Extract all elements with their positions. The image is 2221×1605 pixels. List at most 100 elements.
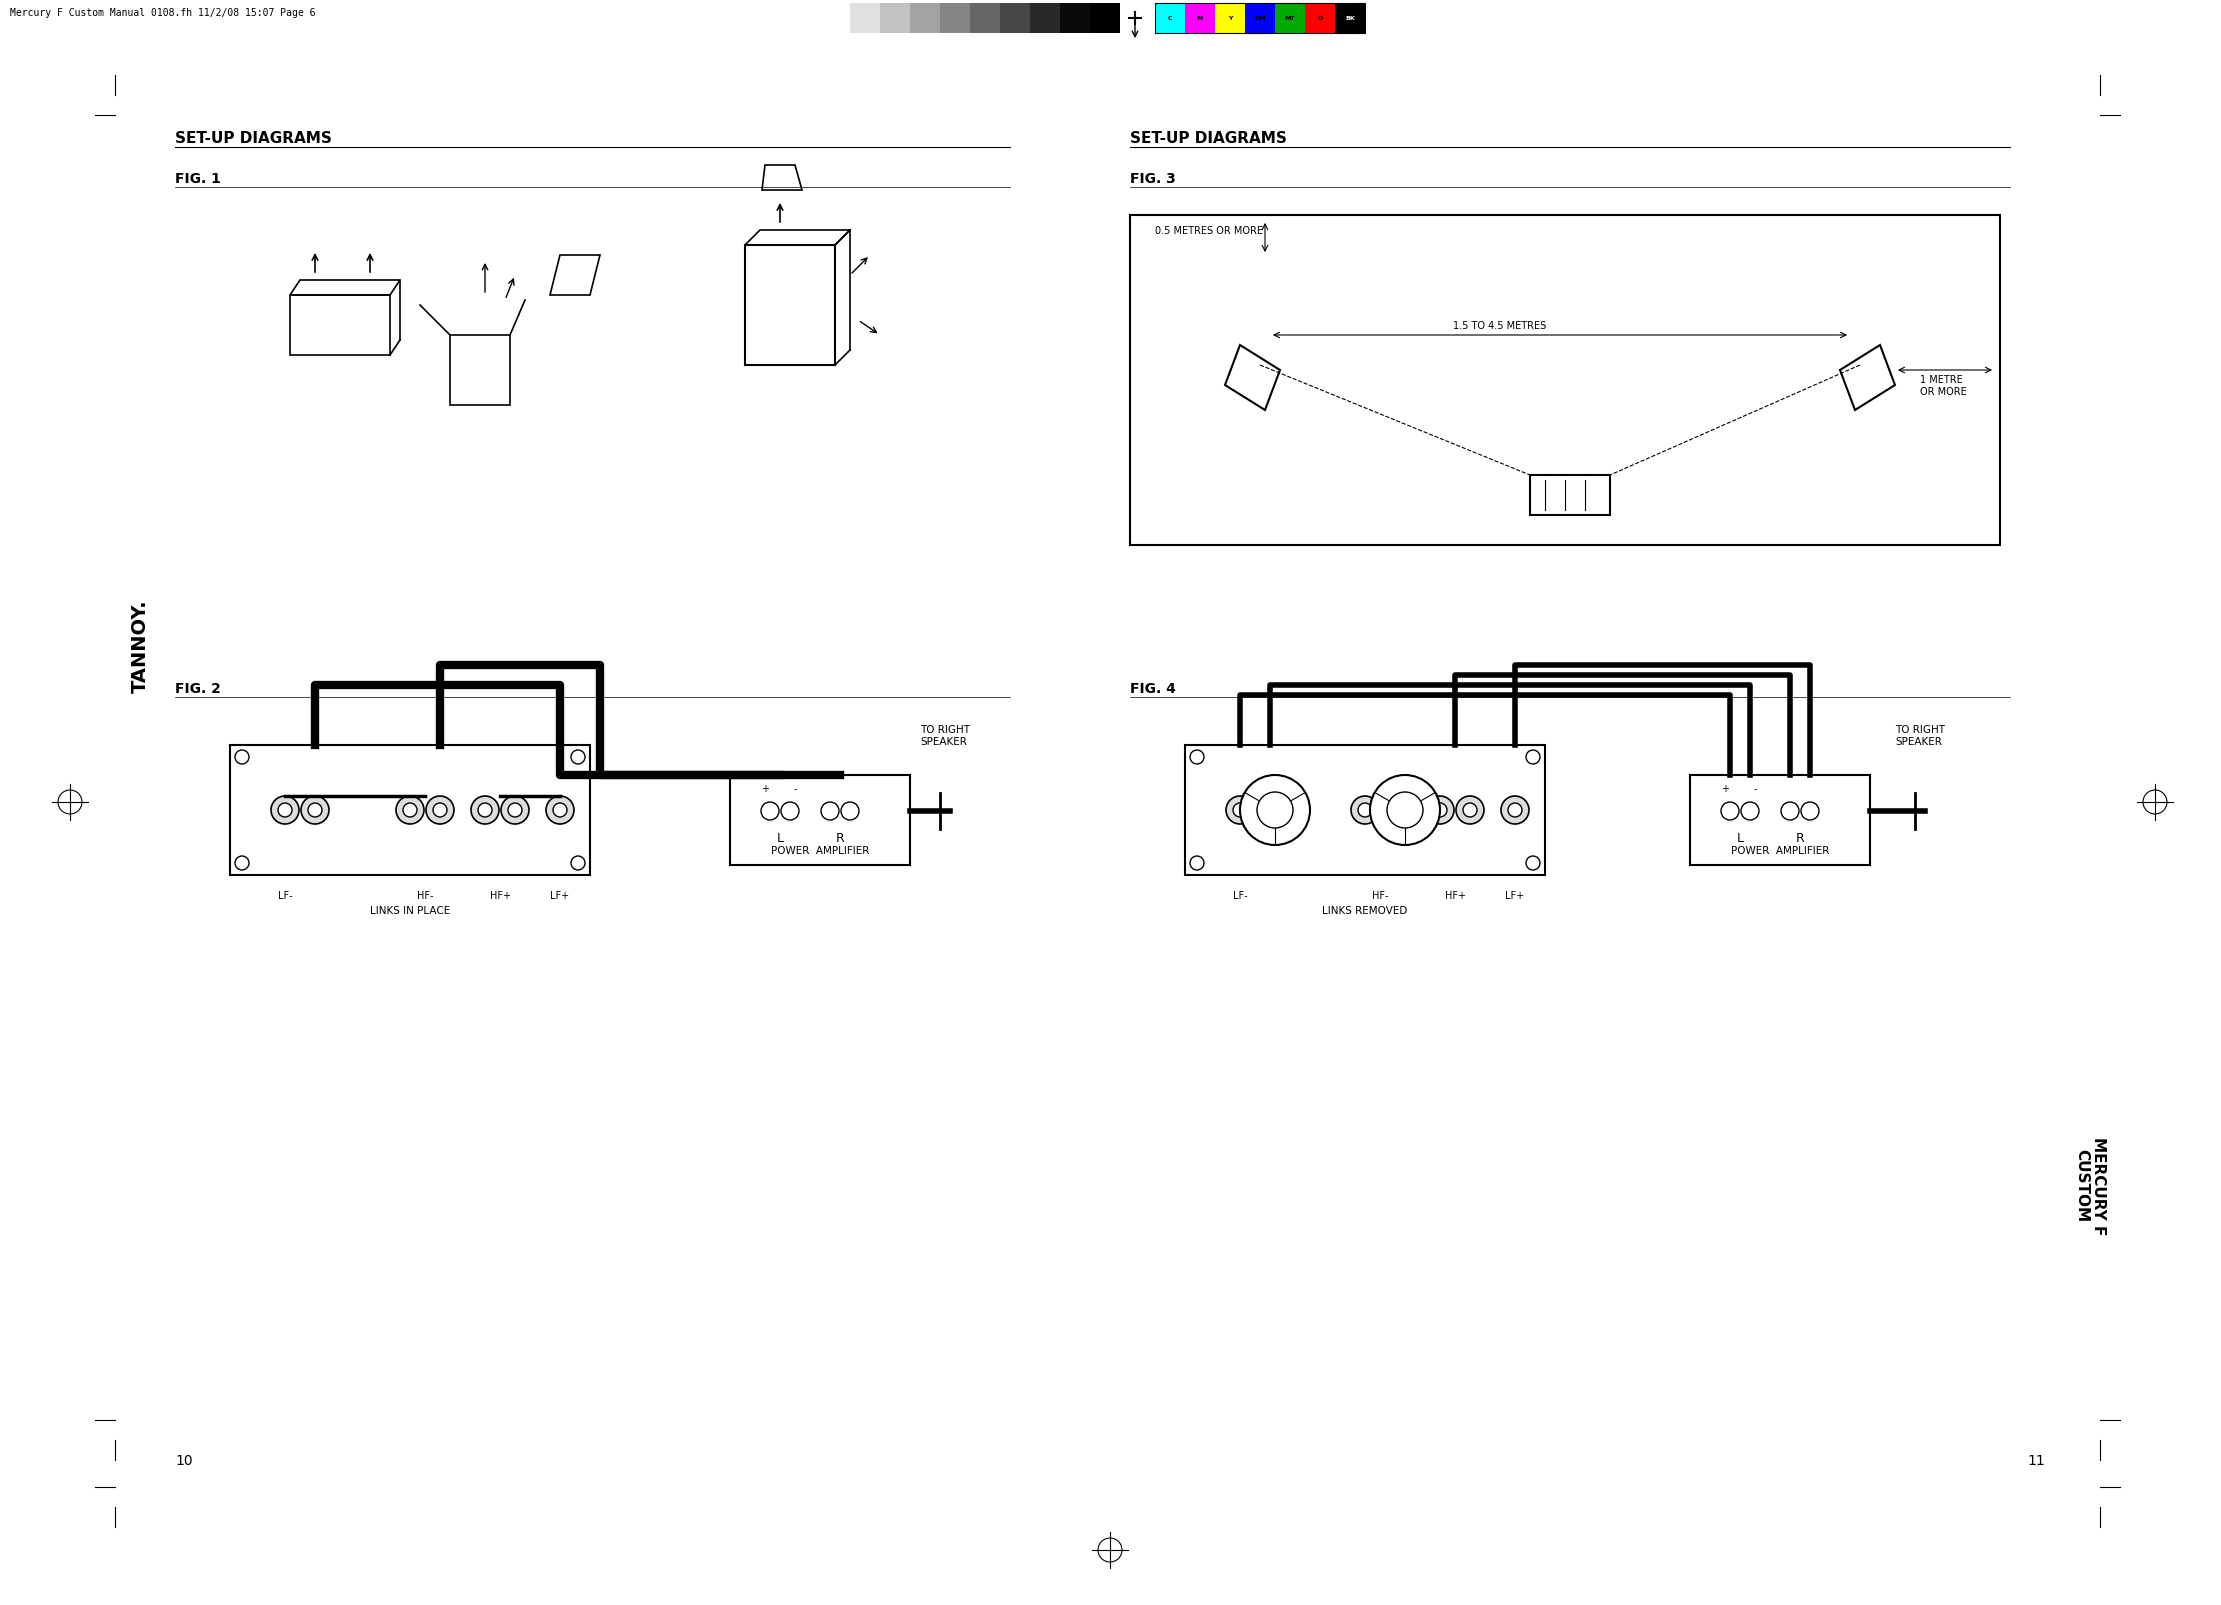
Circle shape [302,796,329,825]
Circle shape [822,802,840,820]
Text: LF-: LF- [1233,891,1248,900]
Text: HF+: HF+ [1444,891,1466,900]
Circle shape [1190,857,1204,870]
Circle shape [842,802,860,820]
Bar [1335,3,1366,34]
Bar [1306,3,1335,34]
Circle shape [1239,775,1310,846]
Circle shape [546,796,573,825]
Circle shape [1433,804,1448,817]
Text: LF+: LF+ [551,891,569,900]
Circle shape [1801,802,1819,820]
Text: 10: 10 [175,1453,193,1467]
Text: 1.5 TO 4.5 METRES: 1.5 TO 4.5 METRES [1453,321,1546,331]
Circle shape [762,802,780,820]
Bar [1530,475,1610,515]
Text: FIG. 4: FIG. 4 [1130,682,1175,695]
Circle shape [1357,804,1373,817]
Circle shape [433,804,446,817]
Text: -: - [793,783,797,794]
Circle shape [395,796,424,825]
Circle shape [782,802,800,820]
Text: TO RIGHT
SPEAKER: TO RIGHT SPEAKER [1895,725,1946,746]
Bar [911,3,939,34]
Circle shape [1526,857,1539,870]
Bar [939,3,971,34]
Circle shape [1526,751,1539,764]
Text: DM: DM [1255,16,1266,21]
Text: L: L [777,831,784,844]
Text: POWER  AMPLIFIER: POWER AMPLIFIER [771,846,868,855]
Circle shape [1190,751,1204,764]
Circle shape [1350,796,1379,825]
Bar [1155,3,1186,34]
Circle shape [502,796,529,825]
Text: +: + [762,783,768,794]
Text: HF-: HF- [1373,891,1388,900]
Bar [1091,3,1119,34]
Circle shape [1457,796,1484,825]
Bar [731,775,911,865]
Text: M: M [1197,16,1204,21]
Circle shape [309,804,322,817]
Bar [1130,215,1999,546]
Circle shape [1257,793,1293,828]
Circle shape [478,804,493,817]
Bar [971,3,999,34]
Text: Mercury F Custom Manual 0108.fh 11/2/08 15:07 Page 6: Mercury F Custom Manual 0108.fh 11/2/08 … [11,8,315,18]
Text: FIG. 3: FIG. 3 [1130,172,1175,186]
Circle shape [1741,802,1759,820]
Bar [1246,3,1275,34]
Circle shape [1388,804,1401,817]
Text: LINKS REMOVED: LINKS REMOVED [1321,905,1408,915]
Text: SET-UP DIAGRAMS: SET-UP DIAGRAMS [1130,132,1286,146]
Text: MERCURY F
CUSTOM: MERCURY F CUSTOM [2074,1136,2106,1234]
Circle shape [1464,804,1477,817]
Text: 0.5 METRES OR MORE: 0.5 METRES OR MORE [1155,226,1264,236]
Bar [1215,3,1246,34]
Text: LF-: LF- [278,891,293,900]
Text: FIG. 1: FIG. 1 [175,172,220,186]
Bar [1155,3,1366,34]
Text: POWER  AMPLIFIER: POWER AMPLIFIER [1730,846,1830,855]
Text: FIG. 2: FIG. 2 [175,682,220,695]
Circle shape [1501,796,1528,825]
Circle shape [509,804,522,817]
Circle shape [1426,796,1455,825]
Text: HF+: HF+ [489,891,511,900]
Circle shape [235,857,249,870]
Bar [1186,3,1215,34]
Circle shape [553,804,566,817]
Bar [1275,3,1306,34]
Circle shape [571,857,584,870]
Bar [1186,746,1546,875]
Text: C: C [1168,16,1173,21]
Text: D: D [1317,16,1324,21]
Text: 11: 11 [2028,1453,2046,1467]
Circle shape [235,751,249,764]
Bar [999,3,1031,34]
Circle shape [1386,793,1424,828]
Bar [880,3,911,34]
Text: HF-: HF- [418,891,433,900]
Text: R: R [1795,831,1803,844]
Text: 1 METRE
OR MORE: 1 METRE OR MORE [1919,374,1968,396]
Text: BK: BK [1346,16,1355,21]
Circle shape [1781,802,1799,820]
Circle shape [426,796,453,825]
Circle shape [278,804,291,817]
Circle shape [1381,796,1408,825]
Circle shape [1264,804,1277,817]
Text: Y: Y [1228,16,1233,21]
Circle shape [1226,796,1255,825]
Text: L: L [1737,831,1743,844]
Circle shape [571,751,584,764]
Text: R: R [835,831,844,844]
Circle shape [402,804,418,817]
Text: +: + [1721,783,1728,794]
Bar [820,3,851,34]
Text: SET-UP DIAGRAMS: SET-UP DIAGRAMS [175,132,331,146]
Circle shape [1721,802,1739,820]
Bar [1690,775,1870,865]
Text: TO RIGHT
SPEAKER: TO RIGHT SPEAKER [919,725,971,746]
